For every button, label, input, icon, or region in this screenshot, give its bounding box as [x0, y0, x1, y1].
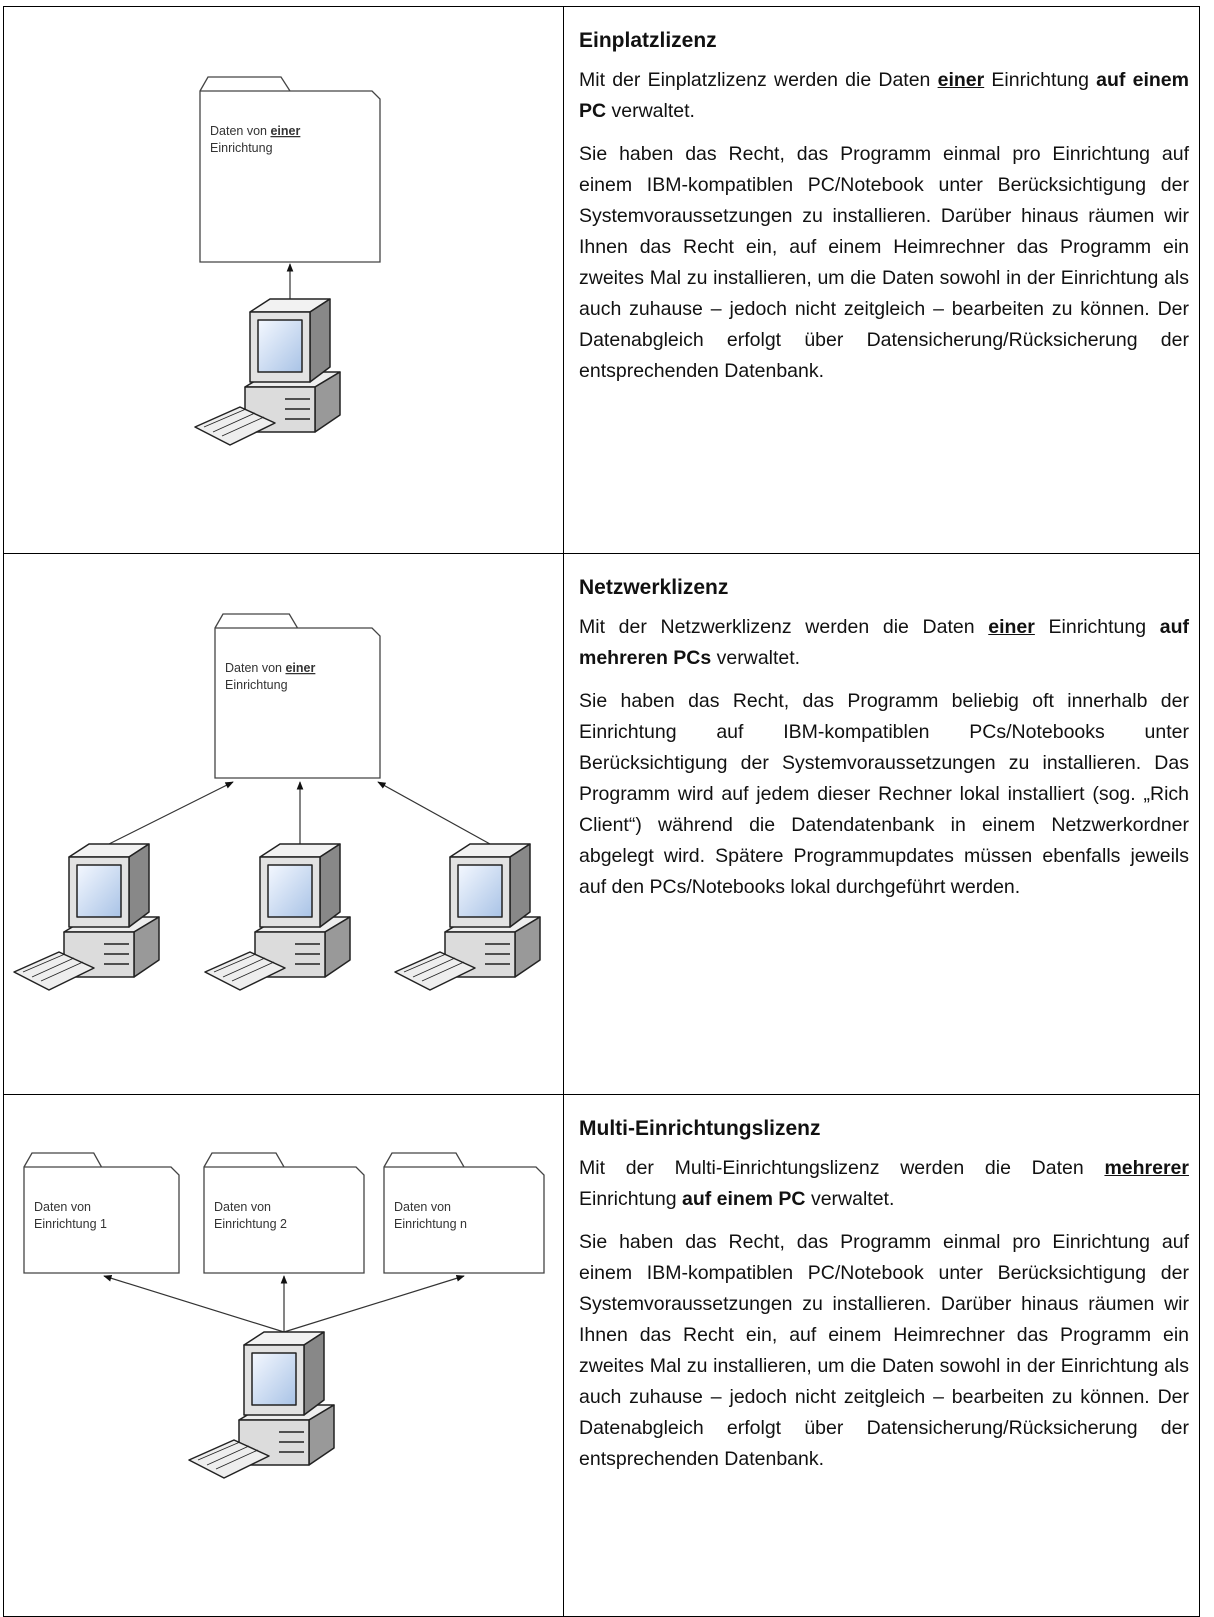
- text-run: Einrichtung 1: [34, 1217, 107, 1231]
- folder-label-line: Daten von: [394, 1200, 451, 1214]
- folder-label-line: Einrichtung 2: [214, 1217, 287, 1231]
- license-heading: Einplatzlizenz: [579, 29, 717, 52]
- computer-icon: [188, 1331, 335, 1479]
- license-row: Daten von Einrichtung 1 Daten von Einrichtu…: [3, 1094, 1200, 1617]
- license-row: Daten von einer Einrichtung Netzwerklizenz…: [3, 553, 1200, 1095]
- text-run: einer: [270, 124, 300, 138]
- license-heading: Netzwerklizenz: [579, 576, 729, 599]
- computer-icon: [194, 298, 341, 446]
- text-run: verwaltet.: [606, 100, 695, 122]
- text-run: Daten von: [214, 1200, 271, 1214]
- folder-label-line: Einrichtung: [210, 141, 273, 155]
- text-cell: Multi-Einrichtungslizenz Mit der Multi-Ei…: [563, 1094, 1200, 1617]
- text-run: Daten von: [394, 1200, 451, 1214]
- license-table: Daten von einer Einrichtung Einplatzlizenz…: [3, 6, 1200, 1617]
- text-run: auf einem PC: [681, 1188, 806, 1210]
- text-run: Daten von: [34, 1200, 91, 1214]
- text-run: Sie haben das Recht, das Programm belieb…: [579, 690, 1189, 898]
- text-run: Mit der Einplatzlizenz werden die Daten: [579, 69, 938, 91]
- folder-label: Daten von Einrichtung 2: [214, 1200, 287, 1231]
- text-run: Einrichtung n: [394, 1217, 467, 1231]
- diagram: Daten von einer Einrichtung: [194, 76, 381, 446]
- text-run: auf mehreren PCs: [579, 616, 1189, 669]
- text-run: Daten von: [210, 124, 270, 138]
- folder-label-line: Daten von einer: [210, 124, 300, 138]
- license-row: Daten von einer Einrichtung Einplatzlizenz…: [3, 6, 1200, 554]
- paragraph: Sie haben das Recht, das Programm einmal…: [579, 1227, 1189, 1475]
- paragraph: Mit der Netzwerklizenz werden die Daten …: [579, 612, 1189, 674]
- folder: [199, 76, 381, 263]
- text-cell: Einplatzlizenz Mit der Einplatzlizenz wer…: [563, 6, 1200, 554]
- diagram-cell: Daten von einer Einrichtung: [3, 553, 564, 1095]
- folder-label-line: Daten von einer: [225, 661, 315, 675]
- text-run: auf einem PC: [579, 69, 1189, 122]
- diagram-cell: Daten von einer Einrichtung: [3, 6, 564, 554]
- text-run: Einrichtung: [210, 141, 273, 155]
- folder-label: Daten von Einrichtung 1: [34, 1200, 107, 1231]
- diagram: Daten von Einrichtung 1 Daten von Einrichtu…: [23, 1152, 545, 1479]
- folder-label-line: Daten von: [214, 1200, 271, 1214]
- computer-icon: [204, 843, 351, 991]
- text-run: Mit der Multi-Einrichtungslizenz werden …: [579, 1157, 1105, 1179]
- text-run: verwaltet.: [805, 1188, 895, 1210]
- folder: [23, 1152, 180, 1274]
- license-heading: Multi-Einrichtungslizenz: [579, 1117, 821, 1140]
- folder-label: Daten von Einrichtung n: [394, 1200, 467, 1231]
- folder: [203, 1152, 365, 1274]
- diagram: Daten von einer Einrichtung: [13, 613, 541, 991]
- paragraph: Mit der Multi-Einrichtungslizenz werden …: [579, 1153, 1189, 1215]
- text-run: mehrerer: [1104, 1157, 1189, 1179]
- computer-icon: [394, 843, 541, 991]
- folder-label: Daten von einer Einrichtung: [210, 124, 300, 155]
- folder-label-line: Daten von: [34, 1200, 91, 1214]
- text-run: Daten von: [225, 661, 285, 675]
- text-run: Einrichtung: [1034, 616, 1160, 638]
- arrow: [103, 1275, 285, 1333]
- paragraph: Mit der Einplatzlizenz werden die Daten …: [579, 65, 1189, 127]
- folder-label-line: Einrichtung n: [394, 1217, 467, 1231]
- arrow: [108, 781, 234, 845]
- text-run: Einrichtung: [984, 69, 1097, 91]
- text-run: einer: [937, 69, 985, 91]
- folder: [383, 1152, 545, 1274]
- arrow: [283, 1275, 465, 1333]
- text-run: einer: [988, 616, 1035, 638]
- paragraph: Sie haben das Recht, das Programm einmal…: [579, 139, 1189, 387]
- text-run: Mit der Netzwerklizenz werden die Daten: [579, 616, 989, 638]
- text-run: verwaltet.: [711, 647, 801, 669]
- text-run: Sie haben das Recht, das Programm einmal…: [579, 143, 1189, 382]
- text-run: Einrichtung 2: [214, 1217, 287, 1231]
- folder: [214, 613, 381, 779]
- paragraph: Sie haben das Recht, das Programm belieb…: [579, 686, 1189, 903]
- arrow: [377, 781, 491, 845]
- computer-icon: [13, 843, 160, 991]
- folder-label-line: Einrichtung 1: [34, 1217, 107, 1231]
- text-run: Sie haben das Recht, das Programm einmal…: [579, 1231, 1189, 1470]
- diagram-cell: Daten von Einrichtung 1 Daten von Einrichtu…: [3, 1094, 564, 1617]
- text-cell: Netzwerklizenz Mit der Netzwerklizenz wer…: [563, 553, 1200, 1095]
- folder-label-line: Einrichtung: [225, 678, 288, 692]
- folder-label: Daten von einer Einrichtung: [225, 661, 315, 692]
- text-run: Einrichtung: [579, 1188, 682, 1210]
- text-run: Einrichtung: [225, 678, 288, 692]
- text-run: einer: [285, 661, 315, 675]
